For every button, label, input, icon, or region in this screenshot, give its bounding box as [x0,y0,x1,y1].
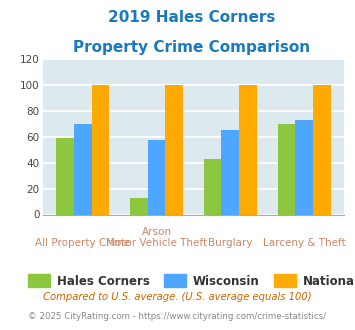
Bar [92,85,109,214]
Text: 2019 Hales Corners: 2019 Hales Corners [108,10,275,25]
Text: Compared to U.S. average. (U.S. average equals 100): Compared to U.S. average. (U.S. average … [43,292,312,302]
Text: Motor Vehicle Theft: Motor Vehicle Theft [106,238,207,248]
Bar [74,124,92,214]
Bar [165,85,183,214]
Legend: Hales Corners, Wisconsin, National: Hales Corners, Wisconsin, National [22,268,355,293]
Bar [295,120,313,214]
Text: Arson: Arson [142,227,171,237]
Bar [148,140,165,214]
Text: Property Crime Comparison: Property Crime Comparison [73,40,310,54]
Text: © 2025 CityRating.com - https://www.cityrating.com/crime-statistics/: © 2025 CityRating.com - https://www.city… [28,312,327,321]
Bar [130,198,148,214]
Text: Burglary: Burglary [208,238,253,248]
Bar [56,138,74,214]
Bar [204,159,222,214]
Bar [239,85,257,214]
Text: Larceny & Theft: Larceny & Theft [263,238,345,248]
Bar [313,85,331,214]
Bar [222,130,239,214]
Text: All Property Crime: All Property Crime [35,238,130,248]
Bar [278,124,295,214]
